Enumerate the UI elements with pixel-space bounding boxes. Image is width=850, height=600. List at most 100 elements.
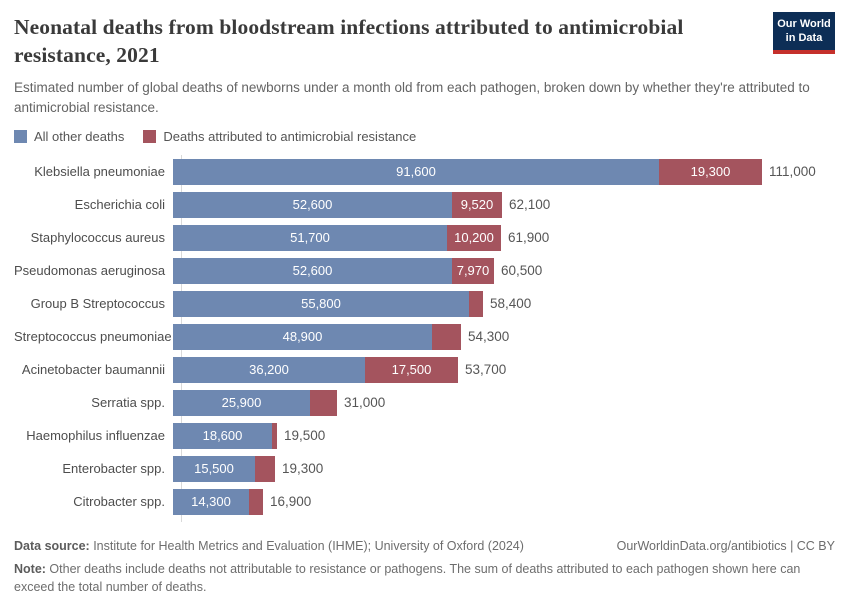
owid-logo-line2: in Data xyxy=(785,32,823,45)
bar-value-label: 10,200 xyxy=(454,230,494,246)
legend-label-other: All other deaths xyxy=(34,129,125,145)
bar-segment-other[interactable]: 91,600 xyxy=(173,158,659,185)
bar-segment-amr[interactable]: 10,200 xyxy=(447,224,501,251)
note-text: Other deaths include deaths not attribut… xyxy=(14,561,801,594)
header: Neonatal deaths from bloodstream infecti… xyxy=(0,0,850,118)
legend-item-other: All other deaths xyxy=(14,129,124,144)
category-label: Pseudomonas aeruginosa xyxy=(14,263,166,279)
bar-value-label: 91,600 xyxy=(396,164,436,180)
bar-plot: 36,200 17,500 53,700 xyxy=(173,356,507,383)
category-label: Acinetobacter baumannii xyxy=(21,362,165,378)
bar-value-label: 55,800 xyxy=(301,296,341,312)
chart-bar-row: Acinetobacter baumannii 36,200 17,500 53,70… xyxy=(14,353,850,386)
category-label: Citrobacter spp. xyxy=(73,494,165,510)
total-label: 58,400 xyxy=(490,296,532,312)
total-label: 16,900 xyxy=(270,494,312,510)
total-label: 19,300 xyxy=(282,461,324,477)
page-title: Neonatal deaths from bloodstream infecti… xyxy=(14,15,684,67)
legend-swatch-other xyxy=(14,130,27,144)
chart-bar-row: Klebsiella pneumoniae 91,600 19,300 111,000 xyxy=(14,155,850,188)
legend-label-amr: Deaths attributed to antimicrobial resis… xyxy=(163,129,417,145)
bar-segment-amr[interactable]: 9,520 xyxy=(452,191,502,218)
bar-segment-other[interactable]: 48,900 xyxy=(173,323,432,350)
legend-item-amr: Deaths attributed to antimicrobial resis… xyxy=(143,129,416,144)
legend-swatch-amr xyxy=(143,130,157,144)
chart-bar-row: Escherichia coli 52,600 9,520 62,100 xyxy=(14,188,850,221)
bar-value-label: 14,300 xyxy=(191,494,231,510)
chart-rows: Klebsiella pneumoniae 91,600 19,300 111,000… xyxy=(14,155,850,518)
category-label: Streptococcus pneumoniae xyxy=(14,329,172,345)
bar-value-label: 51,700 xyxy=(290,230,330,246)
bar-segment-amr[interactable] xyxy=(272,422,277,449)
bar-segment-amr[interactable] xyxy=(469,290,483,317)
category-label: Haemophilus influenzae xyxy=(26,428,165,444)
bar-value-label: 17,500 xyxy=(391,362,432,378)
bar-segment-other[interactable]: 51,700 xyxy=(173,224,447,251)
bar-value-label: 52,600 xyxy=(292,197,333,213)
bar-segment-other[interactable]: 15,500 xyxy=(173,455,255,482)
bar-segment-other[interactable]: 55,800 xyxy=(173,290,469,317)
owid-logo-line1: Our World xyxy=(777,18,831,30)
bar-segment-other[interactable]: 14,300 xyxy=(173,488,249,515)
bar-segment-amr[interactable] xyxy=(249,488,263,515)
bar-chart: Klebsiella pneumoniae 91,600 19,300 111,000… xyxy=(14,155,850,523)
bar-value-label: 15,500 xyxy=(194,461,234,477)
bar-segment-other[interactable]: 52,600 xyxy=(173,191,452,218)
bar-value-label: 7,970 xyxy=(456,263,490,279)
bar-segment-amr[interactable]: 19,300 xyxy=(659,158,762,185)
chart-bar-row: Group B Streptococcus 55,800 58,400 xyxy=(14,287,850,320)
bar-value-label: 48,900 xyxy=(282,329,323,345)
owid-logo: Our World in Data xyxy=(773,12,835,54)
citation-link[interactable]: OurWorldinData.org/antibiotics | CC BY xyxy=(616,539,835,554)
chart-bar-row: Staphylococcus aureus 51,700 10,200 61,900 xyxy=(14,221,850,254)
bar-plot: 52,600 7,970 60,500 xyxy=(173,257,543,284)
legend: All other deaths Deaths attributed to an… xyxy=(14,129,850,144)
footer: Data source: Institute for Health Metric… xyxy=(14,537,835,595)
chart-bar-row: Streptococcus pneumoniae 48,900 54,300 xyxy=(14,320,850,353)
datasource: Data source: Institute for Health Metric… xyxy=(14,537,524,555)
category-label: Klebsiella pneumoniae xyxy=(34,164,165,180)
total-label: 53,700 xyxy=(465,362,507,378)
bar-plot: 51,700 10,200 61,900 xyxy=(173,224,550,251)
chart-subtitle: Estimated number of global deaths of new… xyxy=(14,79,810,116)
total-label: 19,500 xyxy=(284,428,326,444)
bar-value-label: 9,520 xyxy=(460,197,494,213)
bar-segment-other[interactable]: 52,600 xyxy=(173,257,452,284)
category-label: Serratia spp. xyxy=(91,395,165,411)
total-label: 60,500 xyxy=(501,263,543,279)
owid-logo-box: Our World in Data xyxy=(773,12,835,50)
total-label: 62,100 xyxy=(509,197,551,213)
datasource-text: Institute for Health Metrics and Evaluat… xyxy=(89,539,524,554)
total-label: 54,300 xyxy=(468,329,510,345)
total-label: 61,900 xyxy=(508,230,550,246)
bar-segment-other[interactable]: 25,900 xyxy=(173,389,310,416)
bar-segment-other[interactable]: 36,200 xyxy=(173,356,365,383)
note-label: Note: xyxy=(14,561,46,576)
bar-segment-amr[interactable]: 17,500 xyxy=(365,356,458,383)
bar-segment-amr[interactable] xyxy=(255,455,275,482)
owid-logo-accent-bar xyxy=(773,49,835,54)
category-label: Staphylococcus aureus xyxy=(30,230,165,246)
note-line: Note: Other deaths include deaths not at… xyxy=(14,560,834,596)
bar-value-label: 52,600 xyxy=(292,263,333,279)
category-label: Enterobacter spp. xyxy=(62,461,165,477)
bar-plot: 14,300 16,900 xyxy=(173,488,312,515)
bar-plot: 18,600 19,500 xyxy=(173,422,326,449)
chart-bar-row: Enterobacter spp. 15,500 19,300 xyxy=(14,452,850,485)
bar-segment-other[interactable]: 18,600 xyxy=(173,422,272,449)
bar-segment-amr[interactable] xyxy=(310,389,337,416)
total-label: 111,000 xyxy=(769,164,816,180)
chart-bar-row: Citrobacter spp. 14,300 16,900 xyxy=(14,485,850,518)
bar-plot: 25,900 31,000 xyxy=(173,389,386,416)
bar-segment-amr[interactable]: 7,970 xyxy=(452,257,494,284)
bar-value-label: 18,600 xyxy=(202,428,243,444)
total-label: 31,000 xyxy=(344,395,386,411)
bar-plot: 52,600 9,520 62,100 xyxy=(173,191,551,218)
datasource-line: Data source: Institute for Health Metric… xyxy=(14,537,835,555)
bar-plot: 48,900 54,300 xyxy=(173,323,510,350)
bar-plot: 55,800 58,400 xyxy=(173,290,532,317)
bar-segment-amr[interactable] xyxy=(432,323,461,350)
chart-bar-row: Haemophilus influenzae 18,600 19,500 xyxy=(14,419,850,452)
category-label: Group B Streptococcus xyxy=(30,296,165,312)
